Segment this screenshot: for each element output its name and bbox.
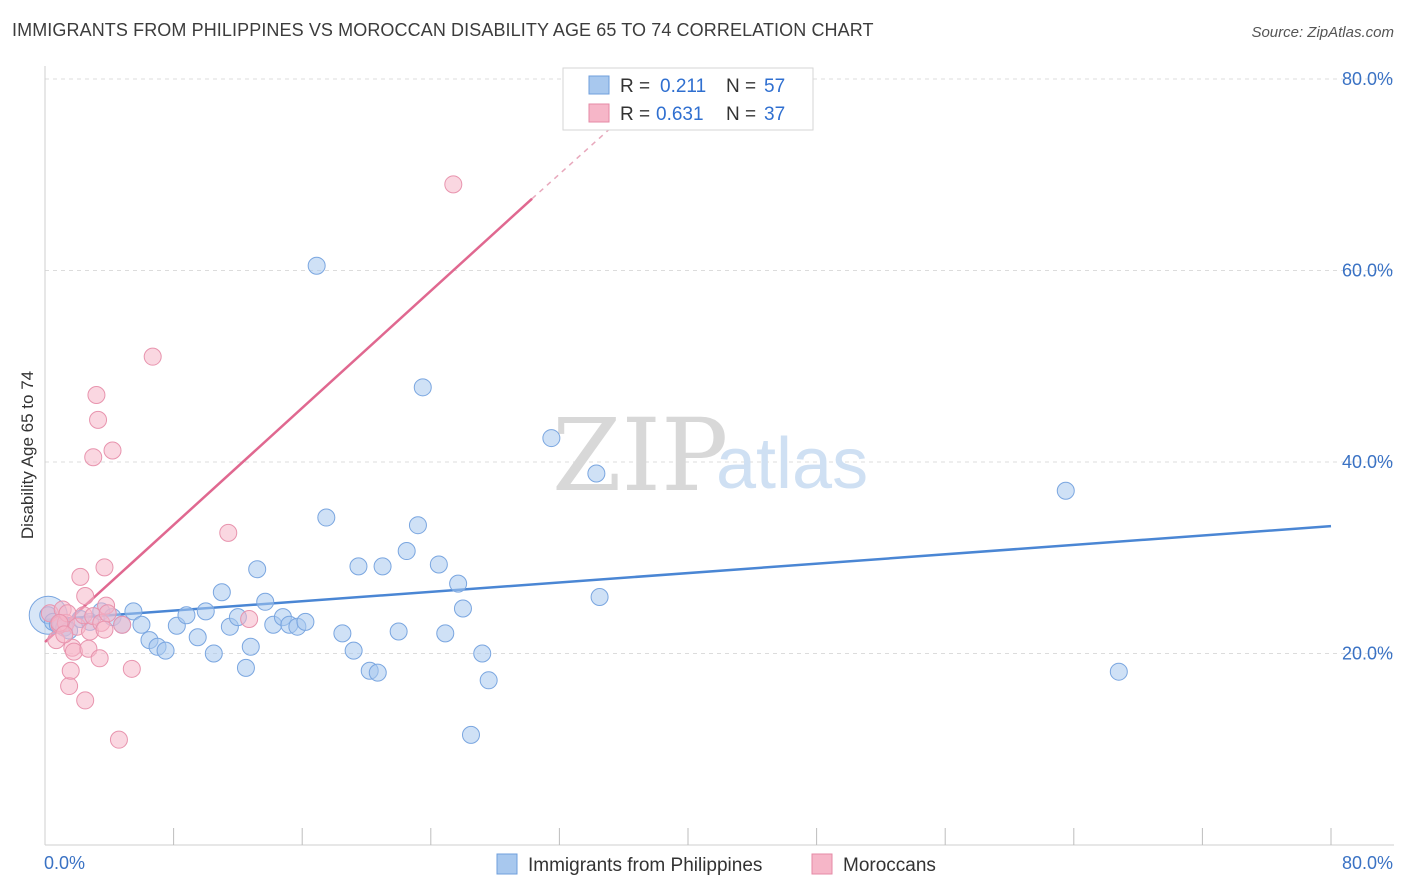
trend-line-1 <box>44 197 533 643</box>
chart-title: IMMIGRANTS FROM PHILIPPINES VS MOROCCAN … <box>12 20 874 40</box>
series-legend: Immigrants from Philippines Moroccans <box>496 853 936 876</box>
point-moroccans-19 <box>87 385 106 404</box>
point-moroccans-26 <box>98 604 117 623</box>
point-moroccans-30 <box>122 659 141 678</box>
point-philippines-41 <box>389 622 408 641</box>
point-philippines-42 <box>397 542 416 561</box>
point-moroccans-32 <box>219 523 238 542</box>
legend-swatch-moroccans <box>588 103 610 123</box>
point-moroccans-36 <box>55 625 74 644</box>
point-philippines-17 <box>177 606 196 625</box>
point-moroccans-23 <box>95 620 114 639</box>
watermark-atlas: atlas <box>716 424 868 504</box>
point-philippines-21 <box>212 583 231 602</box>
point-philippines-12 <box>132 615 151 634</box>
axes <box>44 66 1394 846</box>
point-philippines-50 <box>473 644 492 663</box>
point-philippines-33 <box>307 256 326 275</box>
point-philippines-43 <box>408 516 427 535</box>
point-philippines-25 <box>241 637 260 656</box>
point-philippines-26 <box>248 560 267 579</box>
legend-n-label-2: N = <box>726 104 756 125</box>
point-philippines-51 <box>479 671 498 690</box>
point-philippines-34 <box>317 508 336 527</box>
point-philippines-24 <box>236 658 255 677</box>
point-moroccans-24 <box>95 558 114 577</box>
point-philippines-35 <box>333 624 352 643</box>
point-philippines-53 <box>587 464 606 483</box>
point-moroccans-21 <box>90 649 109 668</box>
correlation-legend: R = 0.211 N = 57 R = 0.631 N = 37 <box>562 67 814 131</box>
watermark: ZIP atlas <box>552 397 868 514</box>
point-philippines-56 <box>1109 662 1128 681</box>
trend-extension-1 <box>531 121 618 200</box>
legend-r-value-1: 0.211 <box>660 76 706 97</box>
point-moroccans-27 <box>103 441 122 460</box>
point-philippines-39 <box>368 663 387 682</box>
y-axis-label: Disability Age 65 to 74 <box>18 371 37 539</box>
gridlines <box>45 78 1394 654</box>
point-philippines-37 <box>349 557 368 576</box>
point-moroccans-14 <box>76 691 95 710</box>
point-philippines-40 <box>373 557 392 576</box>
point-philippines-52 <box>542 429 561 448</box>
trend-line-0 <box>44 524 1332 622</box>
x-tick-label-1: 80.0% <box>1342 853 1393 873</box>
legend-r-label-1: R = <box>620 76 650 97</box>
y-tick-label-2: 60.0% <box>1342 261 1393 281</box>
point-philippines-49 <box>461 725 480 744</box>
x-tick-label-0: 0.0% <box>44 853 85 873</box>
point-philippines-55 <box>1056 481 1075 500</box>
point-moroccans-11 <box>71 567 90 586</box>
point-moroccans-34 <box>444 175 463 194</box>
point-philippines-36 <box>344 641 363 660</box>
scatter-points <box>28 175 1128 749</box>
bottom-legend-label-philippines: Immigrants from Philippines <box>528 855 762 876</box>
legend-swatch-philippines <box>588 75 610 95</box>
y-tick-label-3: 80.0% <box>1342 69 1393 89</box>
legend-n-label-1: N = <box>726 76 756 97</box>
legend-r-value-2: 0.631 <box>656 104 704 125</box>
point-philippines-32 <box>296 612 315 631</box>
chart-source: Source: ZipAtlas.com <box>1251 24 1394 41</box>
point-philippines-18 <box>188 628 207 647</box>
point-moroccans-13 <box>76 587 95 606</box>
bottom-legend-label-moroccans: Moroccans <box>843 855 936 876</box>
point-moroccans-29 <box>113 615 132 634</box>
point-philippines-46 <box>436 624 455 643</box>
point-philippines-47 <box>449 574 468 593</box>
point-philippines-45 <box>429 555 448 574</box>
point-philippines-54 <box>590 588 609 607</box>
point-philippines-27 <box>256 592 275 611</box>
point-moroccans-6 <box>60 677 79 696</box>
legend-n-value-1: 57 <box>764 76 785 97</box>
point-philippines-11 <box>124 602 143 621</box>
point-moroccans-33 <box>240 610 259 629</box>
point-philippines-20 <box>204 644 223 663</box>
y-tick-label-0: 20.0% <box>1342 644 1393 664</box>
tick-labels: 20.0% 40.0% 60.0% 80.0% 0.0% 80.0% <box>44 69 1393 873</box>
y-tick-label-1: 40.0% <box>1342 452 1393 472</box>
point-moroccans-20 <box>89 410 108 429</box>
legend-r-label-2: R = <box>620 104 650 125</box>
point-philippines-44 <box>413 378 432 397</box>
point-philippines-19 <box>196 602 215 621</box>
point-moroccans-18 <box>84 448 103 467</box>
point-philippines-15 <box>156 641 175 660</box>
point-moroccans-7 <box>61 661 80 680</box>
point-philippines-48 <box>453 599 472 618</box>
trend-lines <box>44 121 1332 643</box>
point-moroccans-28 <box>109 730 128 749</box>
bottom-legend-swatch-philippines <box>496 853 518 875</box>
bottom-legend-swatch-moroccans <box>811 853 833 875</box>
point-moroccans-31 <box>143 347 162 366</box>
watermark-zip: ZIP <box>552 397 728 514</box>
legend-n-value-2: 37 <box>764 104 785 125</box>
